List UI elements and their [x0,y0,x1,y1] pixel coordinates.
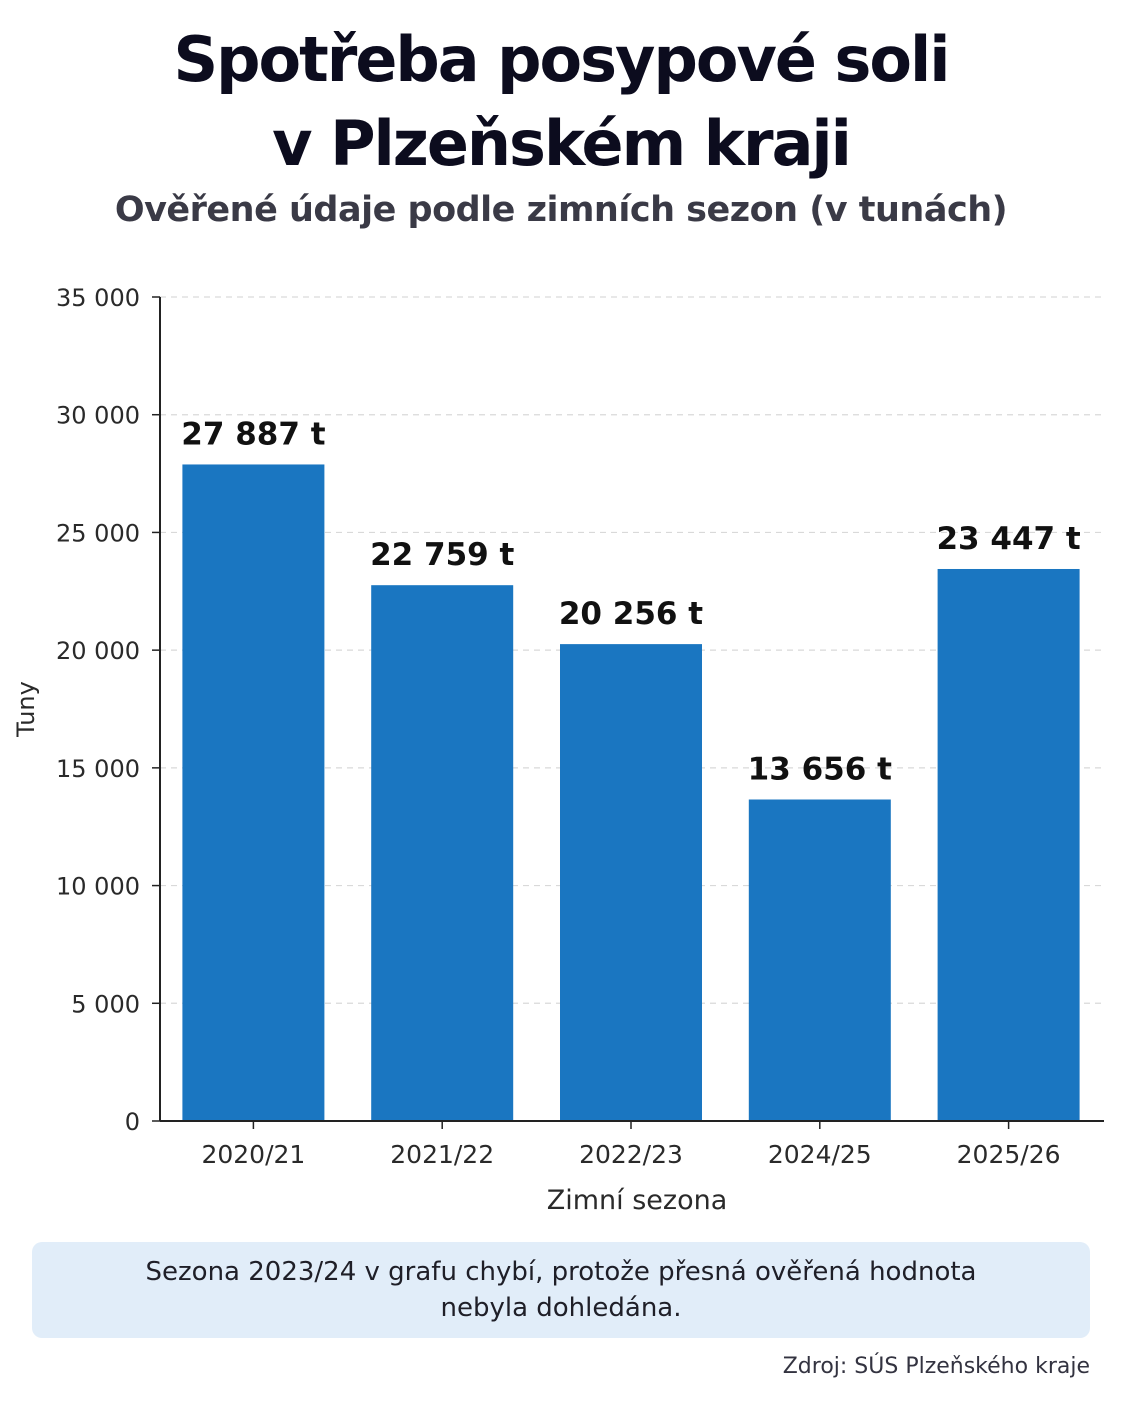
x-tick-label: 2020/21 [201,1140,305,1169]
chart-title-line-1: Spotřeba posypové soli [173,23,950,96]
bar-value-label: 22 759 t [370,537,514,573]
y-tick-label: 10 000 [56,873,140,901]
chart-subtitle: Ověřené údaje podle zimních sezon (v tun… [114,190,1008,230]
source-text: Zdroj: SÚS Plzeňského kraje [782,1354,1090,1379]
y-tick-label: 35 000 [56,284,140,312]
x-tick-label: 2022/23 [579,1140,683,1169]
bar-value-label: 27 887 t [181,416,325,452]
x-tick-label: 2024/25 [768,1140,872,1169]
bar [748,799,891,1121]
y-tick-label: 15 000 [56,755,140,783]
y-axis-title: Tuny [12,681,40,738]
x-axis-title: Zimní sezona [547,1185,728,1216]
bar-value-label: 13 656 t [748,751,892,787]
x-tick-label: 2021/22 [390,1140,494,1169]
y-tick-label: 5 000 [71,990,140,1018]
x-tick-label: 2025/26 [957,1140,1061,1169]
note-text: Sezona 2023/24 v grafu chybí, protože př… [145,1257,977,1323]
y-tick-label: 25 000 [56,519,140,547]
bar-value-label: 23 447 t [936,521,1080,557]
bar [182,464,325,1121]
chart-title: Spotřeba posypové soli v Plzeňském kraji [0,18,1122,186]
note-box: Sezona 2023/24 v grafu chybí, protože př… [32,1242,1090,1338]
y-tick-label: 30 000 [56,402,140,430]
chart-title-line-2: v Plzeňském kraji [272,107,852,180]
bar [560,644,702,1121]
y-tick-label: 0 [125,1108,140,1136]
bar-value-label: 20 256 t [559,596,703,632]
bar-chart: 0 5 000 10 000 15 000 20 000 25 000 30 000 35 0… [12,284,1104,1216]
bar [371,585,514,1121]
y-tick-label: 20 000 [56,637,140,665]
bar [937,568,1080,1121]
